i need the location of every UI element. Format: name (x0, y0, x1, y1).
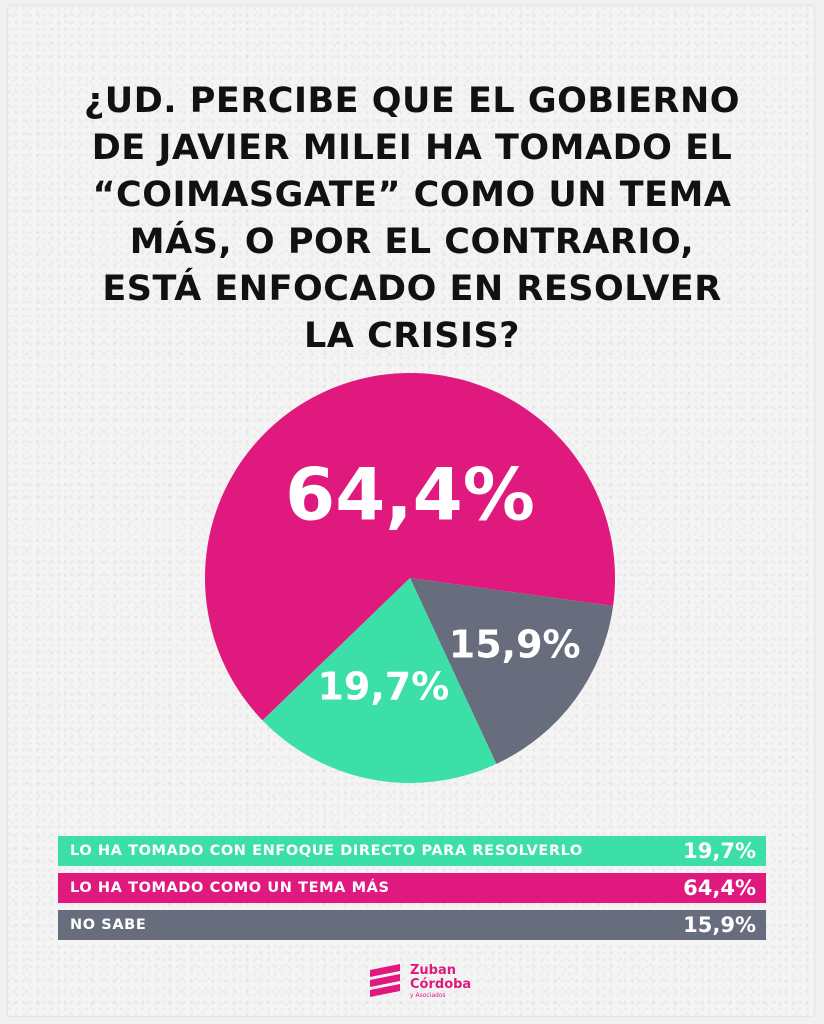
legend: LO HA TOMADO CON ENFOQUE DIRECTO PARA RE… (58, 836, 766, 947)
legend-value-no-sabe: 15,9% (683, 913, 756, 937)
chart-title: ¿UD. PERCIBE QUE EL GOBIERNO DE JAVIER M… (84, 81, 740, 356)
legend-value-tema-mas: 64,4% (683, 876, 756, 900)
legend-row-tema-mas: LO HA TOMADO COMO UN TEMA MÁS 64,4% (58, 873, 766, 903)
legend-label-enfoque: LO HA TOMADO CON ENFOQUE DIRECTO PARA RE… (70, 843, 583, 859)
legend-label-no-sabe: NO SABE (70, 917, 147, 933)
pie-slice-tema-mas (204, 373, 615, 721)
logo-line-3: y Asociados (410, 992, 446, 999)
pie-chart: 64,4% 15,9%19,7% (204, 373, 615, 783)
logo-wordmark: Zuban Córdoba y Asociados (410, 964, 471, 1000)
pie-label-enfoque: 19,7% (317, 664, 449, 708)
pie-slice-enfoque (262, 578, 497, 783)
logo-line-1: Zuban (410, 963, 457, 978)
zuban-cordoba-logo-icon (370, 964, 400, 997)
pie-label-no-sabe: 15,9% (449, 623, 581, 667)
logo-line-2: Córdoba (410, 977, 472, 992)
pie-label-tema-mas: 64,4% (285, 453, 535, 537)
legend-row-enfoque: LO HA TOMADO CON ENFOQUE DIRECTO PARA RE… (58, 836, 766, 866)
legend-row-no-sabe: NO SABE 15,9% (58, 910, 766, 940)
legend-label-tema-mas: LO HA TOMADO COMO UN TEMA MÁS (70, 880, 390, 896)
pie-slice-no-sabe (410, 578, 614, 764)
legend-value-enfoque: 19,7% (683, 839, 756, 863)
brand-logo: Zuban Córdoba y Asociados (366, 962, 471, 1002)
